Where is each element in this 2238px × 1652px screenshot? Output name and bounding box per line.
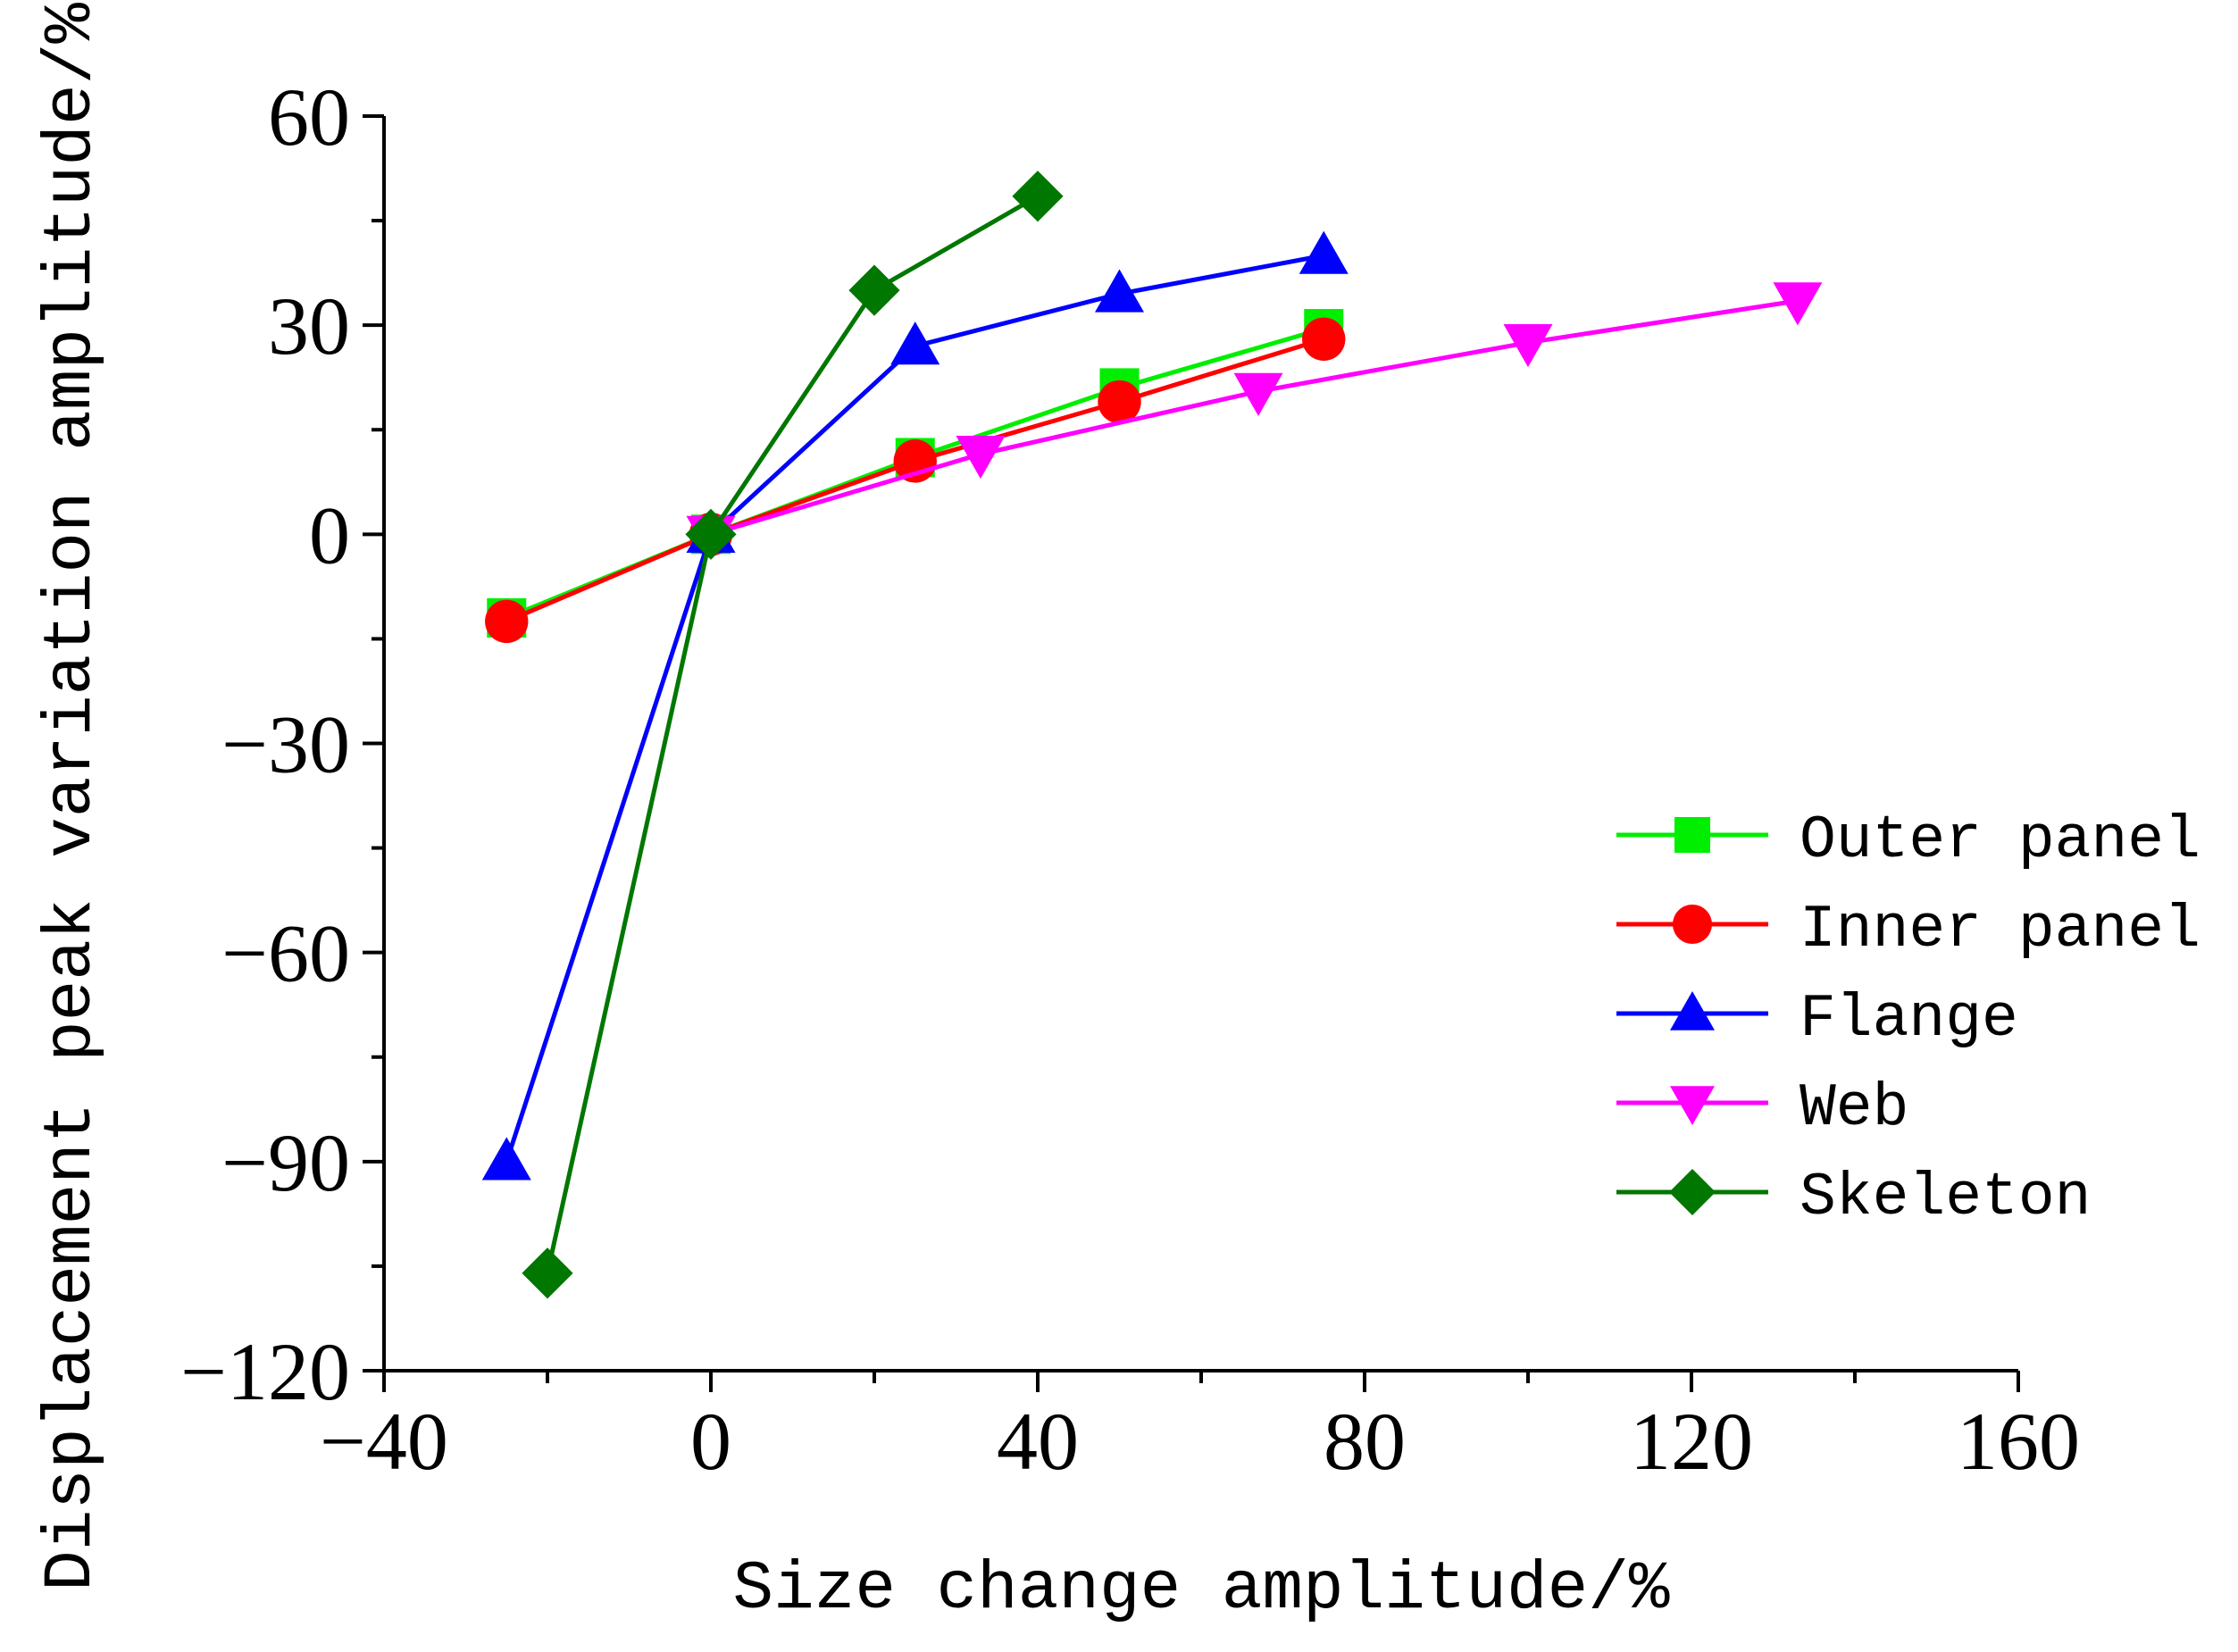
series-line <box>710 298 1799 537</box>
x-tick-label: 40 <box>997 1396 1079 1487</box>
x-tick-label: 80 <box>1324 1396 1406 1487</box>
data-point <box>1299 230 1349 274</box>
data-point <box>685 508 737 560</box>
data-point <box>481 1137 531 1181</box>
legend-item: Flange <box>1616 985 2018 1054</box>
data-point <box>1302 317 1346 361</box>
legend-item: Web <box>1616 1074 1908 1143</box>
data-point <box>890 321 940 365</box>
y-tick-label: −30 <box>221 699 350 790</box>
legend-item: Skeleton <box>1616 1164 2091 1232</box>
data-point <box>485 599 529 644</box>
y-tick-label: 0 <box>309 489 350 580</box>
legend-item: Outer panel <box>1616 806 2200 875</box>
x-tick-label: 160 <box>1957 1396 2080 1487</box>
legend-label: Skeleton <box>1800 1164 2091 1232</box>
legend-label: Outer panel <box>1800 806 2200 875</box>
series-line <box>504 253 1324 1163</box>
legend-marker <box>1674 817 1710 853</box>
axis-ticks: −40 0 40 80 120 160 60 30 0 −30 −60 −90 −120 <box>180 71 2080 1487</box>
data-point <box>1012 171 1064 222</box>
y-tick-label: 30 <box>268 280 350 371</box>
x-tick-label: 120 <box>1630 1396 1753 1487</box>
legend-label: Web <box>1800 1074 1908 1143</box>
series-line <box>545 194 1040 1274</box>
legend: Outer panel Inner panel Flange Web Skeleton <box>1616 806 2200 1232</box>
y-tick-label: −60 <box>221 908 350 999</box>
y-tick-label: −90 <box>221 1117 350 1208</box>
data-point <box>1095 269 1144 313</box>
data-point <box>1098 380 1141 424</box>
series-web <box>686 282 1823 559</box>
y-axis-title: Displacement peak variation amplitude/% <box>33 3 110 1591</box>
data-point <box>956 435 1006 480</box>
legend-marker <box>1670 991 1715 1030</box>
series-inner-panel <box>485 317 1346 644</box>
x-tick-label: −40 <box>320 1396 448 1487</box>
legend-marker <box>1673 905 1712 944</box>
series-layer <box>481 171 1823 1299</box>
data-point <box>1503 324 1553 368</box>
y-tick-label: 60 <box>268 71 350 163</box>
legend-label: Flange <box>1800 985 2018 1054</box>
legend-marker <box>1669 1169 1716 1215</box>
data-point <box>1233 372 1283 416</box>
y-tick-label: −120 <box>180 1326 350 1417</box>
legend-marker <box>1670 1086 1715 1125</box>
series-skeleton <box>522 171 1064 1299</box>
data-point <box>522 1247 573 1299</box>
x-tick-label: 0 <box>690 1396 731 1487</box>
data-point <box>848 264 900 316</box>
legend-item: Inner panel <box>1616 896 2200 964</box>
x-axis-title: Size change amplitude/% <box>733 1551 1670 1628</box>
data-point <box>1773 282 1823 326</box>
legend-label: Inner panel <box>1800 896 2200 964</box>
